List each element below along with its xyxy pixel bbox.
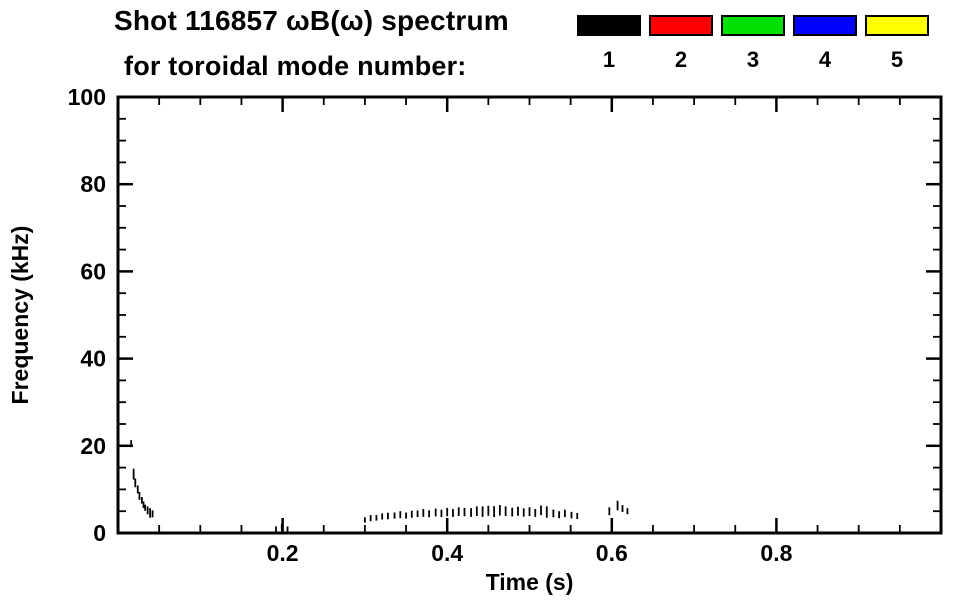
y-axis-label: Frequency (kHz) xyxy=(7,226,33,405)
legend-mode-number: 4 xyxy=(818,47,832,72)
mode-legend: 1 2 3 4 5 xyxy=(577,15,929,71)
legend-swatch xyxy=(721,15,785,36)
legend-item-n3: 3 xyxy=(721,15,785,71)
legend-item-n1: 1 xyxy=(577,15,641,71)
y-tick-label: 80 xyxy=(80,171,106,197)
legend-item-n5: 5 xyxy=(865,15,929,71)
y-tick-label: 0 xyxy=(93,520,106,546)
y-tick-label: 40 xyxy=(80,346,106,372)
x-tick-label: 0.6 xyxy=(596,540,628,566)
legend-swatch xyxy=(649,15,713,36)
y-tick-label: 60 xyxy=(80,258,106,284)
plot-frame xyxy=(116,95,943,535)
legend-swatch xyxy=(793,15,857,36)
legend-item-n4: 4 xyxy=(793,15,857,71)
x-tick-label: 0.8 xyxy=(760,540,792,566)
legend-mode-number: 5 xyxy=(890,47,904,72)
legend-mode-number: 1 xyxy=(602,47,616,72)
y-tick-label: 100 xyxy=(68,84,106,110)
legend-item-n2: 2 xyxy=(649,15,713,71)
y-tick-label: 20 xyxy=(80,433,106,459)
x-axis-label: Time (s) xyxy=(486,569,574,595)
chart-subtitle: for toroidal mode number: xyxy=(124,51,467,81)
legend-swatch xyxy=(577,15,641,36)
legend-mode-number: 2 xyxy=(674,47,688,72)
legend-swatch xyxy=(865,15,929,36)
x-tick-label: 0.2 xyxy=(267,540,299,566)
x-tick-label: 0.4 xyxy=(431,540,463,566)
chart-title: Shot 116857 ωB(ω) spectrum xyxy=(114,5,509,36)
legend-mode-number: 3 xyxy=(746,47,760,72)
